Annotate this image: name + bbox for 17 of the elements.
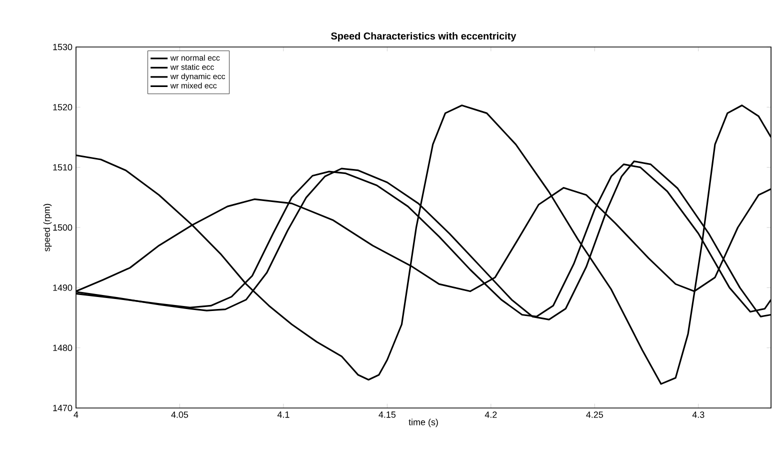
x-axis-title: time (s)	[408, 418, 438, 428]
y-axis-title: speed (rpm)	[43, 204, 52, 252]
y-tick-label: 1490	[53, 284, 72, 291]
y-tick-label: 1520	[53, 104, 72, 110]
y-tick-label: 1500	[53, 224, 72, 231]
x-tick-label: 4.25	[586, 412, 604, 418]
x-tick-label: 4.3	[692, 412, 704, 418]
x-tick-label: 4.15	[378, 412, 396, 418]
x-tick-label: 4.05	[171, 412, 188, 418]
y-tick-label: 1470	[53, 404, 72, 412]
chart-title: Speed Characteristics with eccentricity	[331, 32, 516, 42]
x-tick-label: 4.2	[484, 412, 497, 418]
y-tick-label: 1480	[53, 344, 72, 352]
y-tick-label: 1510	[53, 164, 72, 171]
x-tick-label: 4.1	[277, 412, 290, 418]
x-tick-label: 4	[74, 412, 78, 418]
y-tick-label: 1530	[53, 44, 72, 50]
